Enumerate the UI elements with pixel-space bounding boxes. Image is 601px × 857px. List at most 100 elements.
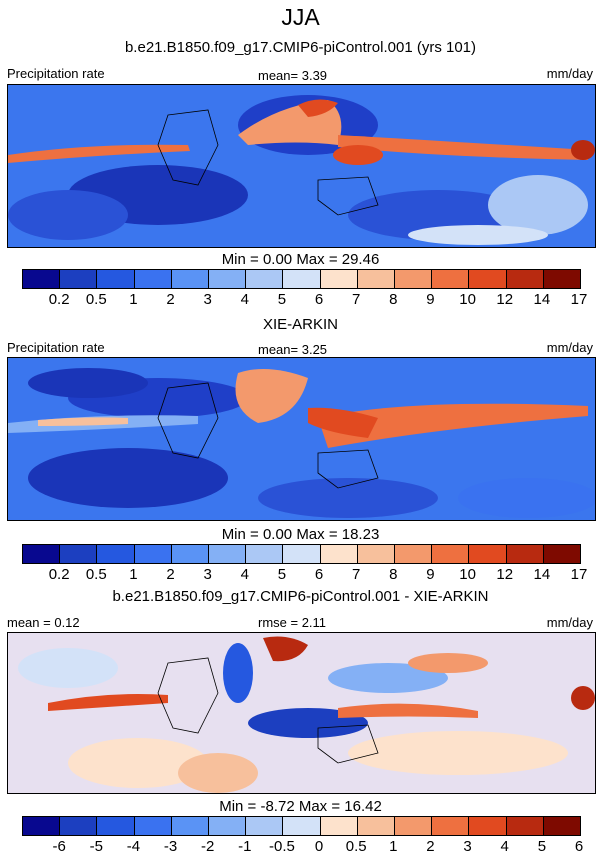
colorbar-swatch bbox=[320, 270, 358, 288]
colorbar-tick-label: 5 bbox=[277, 566, 287, 583]
colorbar-tick-label: 1 bbox=[129, 291, 138, 308]
panel-2-colorbar bbox=[22, 544, 581, 564]
colorbar-swatch bbox=[469, 270, 507, 288]
colorbar-tick-label: 8 bbox=[389, 291, 398, 308]
colorbar-swatch bbox=[23, 270, 61, 288]
panel-2-mean-label: mean= 3.25 bbox=[258, 342, 328, 357]
colorbar-swatch bbox=[506, 817, 544, 835]
colorbar-swatch bbox=[432, 545, 470, 563]
colorbar-swatch bbox=[320, 817, 358, 835]
colorbar-swatch bbox=[97, 545, 135, 563]
panel-1-colorbar bbox=[22, 269, 581, 289]
colorbar-swatch bbox=[209, 545, 247, 563]
panel-2-min-max: Min = 0.00 Max = 18.23 bbox=[221, 526, 380, 543]
colorbar-swatch bbox=[134, 817, 172, 835]
panel-3-rmse-label: rmse = 2.11 bbox=[258, 615, 327, 630]
colorbar-tick-label: 4 bbox=[500, 838, 509, 855]
panel-2-subtitle: XIE-ARKIN bbox=[262, 316, 338, 333]
colorbar-swatch bbox=[60, 817, 98, 835]
panel-2-variable-label: Precipitation rate bbox=[7, 340, 105, 355]
colorbar-tick-label: -2 bbox=[200, 838, 215, 855]
colorbar-swatch bbox=[469, 545, 507, 563]
colorbar-swatch bbox=[171, 545, 210, 563]
colorbar-tick-label: 2 bbox=[426, 838, 435, 855]
colorbar-swatch bbox=[283, 545, 321, 563]
panel-1-map bbox=[7, 84, 596, 248]
colorbar-tick-label: 14 bbox=[533, 291, 551, 308]
colorbar-tick-label: 9 bbox=[426, 566, 435, 583]
colorbar-tick-label: 3 bbox=[203, 566, 212, 583]
colorbar-tick-label: 2 bbox=[166, 291, 175, 308]
colorbar-tick-label: 1 bbox=[389, 838, 398, 855]
colorbar-tick-label: 1 bbox=[129, 566, 138, 583]
colorbar-swatch bbox=[543, 817, 581, 835]
colorbar-swatch bbox=[134, 545, 172, 563]
colorbar-tick-label: -5 bbox=[89, 838, 103, 855]
colorbar-swatch bbox=[246, 270, 284, 288]
colorbar-tick-label: -4 bbox=[126, 838, 141, 855]
colorbar-swatch bbox=[23, 817, 61, 835]
colorbar-swatch bbox=[506, 545, 544, 563]
colorbar-tick-label: 0.5 bbox=[85, 291, 107, 308]
colorbar-tick-label: 0.5 bbox=[345, 838, 367, 855]
panel-3-min-max: Min = -8.72 Max = 16.42 bbox=[219, 798, 382, 815]
colorbar-tick-label: 17 bbox=[570, 291, 588, 308]
colorbar-swatch bbox=[543, 270, 581, 288]
colorbar-swatch bbox=[432, 817, 470, 835]
colorbar-tick-label: -3 bbox=[163, 838, 178, 855]
colorbar-tick-label: 17 bbox=[570, 566, 588, 583]
colorbar-swatch bbox=[171, 270, 210, 288]
panel-1-mean-label: mean= 3.39 bbox=[258, 68, 328, 83]
colorbar-tick-label: 10 bbox=[459, 566, 476, 583]
colorbar-swatch bbox=[357, 270, 396, 288]
colorbar-swatch bbox=[60, 270, 98, 288]
colorbar-tick-label: -0.5 bbox=[268, 838, 295, 855]
colorbar-tick-label: 9 bbox=[426, 291, 435, 308]
colorbar-tick-label: 6 bbox=[574, 838, 584, 855]
colorbar-tick-label: 6 bbox=[314, 291, 324, 308]
panel-2-map bbox=[7, 357, 596, 521]
panel-3-map bbox=[7, 632, 596, 794]
colorbar-tick-label: 7 bbox=[352, 291, 361, 308]
panel-3-colorbar bbox=[22, 816, 581, 836]
panel-3-units-label: mm/day bbox=[546, 615, 593, 630]
colorbar-swatch bbox=[171, 817, 210, 835]
colorbar-tick-label: 0.2 bbox=[48, 566, 70, 583]
panel-1-subtitle: b.e21.B1850.f09_g17.CMIP6-piControl.001 … bbox=[124, 39, 477, 56]
colorbar-tick-label: 0.2 bbox=[48, 291, 70, 308]
colorbar-tick-label: 3 bbox=[203, 291, 212, 308]
colorbar-swatch bbox=[134, 270, 172, 288]
colorbar-tick-label: 4 bbox=[240, 291, 249, 308]
panel-1-colorbar-ticks: 0.2 0.5 1 2 3 4 5 6 7 8 9 10 12 14 17 bbox=[22, 291, 588, 309]
colorbar-tick-label: 5 bbox=[277, 291, 287, 308]
panel-2-colorbar-ticks: 0.2 0.5 1 2 3 4 5 6 7 8 9 10 12 14 17 bbox=[22, 566, 588, 584]
colorbar-swatch bbox=[320, 545, 358, 563]
colorbar-swatch bbox=[97, 270, 135, 288]
colorbar-swatch bbox=[209, 270, 247, 288]
page-title: JJA bbox=[281, 4, 320, 30]
panel-3-mean-label: mean = 0.12 bbox=[7, 615, 80, 630]
colorbar-tick-label: 8 bbox=[389, 566, 398, 583]
panel-3-subtitle: b.e21.B1850.f09_g17.CMIP6-piControl.001 … bbox=[112, 588, 489, 605]
colorbar-swatch bbox=[395, 817, 433, 835]
colorbar-swatch bbox=[395, 270, 433, 288]
colorbar-tick-label: 3 bbox=[463, 838, 472, 855]
colorbar-swatch bbox=[209, 817, 247, 835]
colorbar-swatch bbox=[506, 270, 544, 288]
panel-1-units-label: mm/day bbox=[546, 66, 593, 81]
colorbar-swatch bbox=[469, 817, 507, 835]
colorbar-swatch bbox=[283, 270, 321, 288]
colorbar-tick-label: 12 bbox=[496, 291, 514, 308]
colorbar-swatch bbox=[543, 545, 581, 563]
colorbar-swatch bbox=[97, 817, 135, 835]
panel-3-colorbar-ticks: -6 -5 -4 -3 -2 -1 -0.5 0 0.5 1 2 3 4 5 6 bbox=[22, 838, 583, 856]
panel-1-variable-label: Precipitation rate bbox=[7, 66, 105, 81]
colorbar-tick-label: 5 bbox=[537, 838, 547, 855]
colorbar-swatch bbox=[246, 545, 284, 563]
colorbar-tick-label: 10 bbox=[459, 291, 476, 308]
colorbar-swatch bbox=[357, 817, 396, 835]
colorbar-tick-label: 2 bbox=[166, 566, 175, 583]
colorbar-swatch bbox=[395, 545, 433, 563]
colorbar-tick-label: -6 bbox=[52, 838, 66, 855]
colorbar-tick-label: -1 bbox=[238, 838, 252, 855]
